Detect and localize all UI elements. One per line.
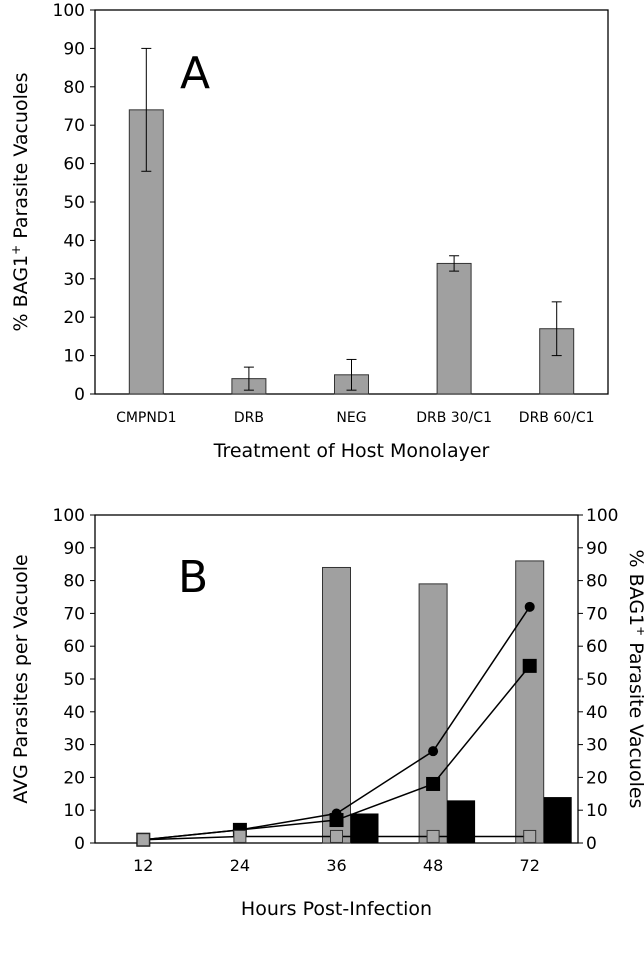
y-tick-label-a: 90: [63, 39, 85, 59]
y-tick-label-right-b: 50: [586, 670, 608, 690]
black-bar-72: [543, 797, 572, 843]
y-tick-label-b: 20: [63, 768, 85, 788]
plot-frame-a: [94, 9, 609, 395]
x-tick-label-a: DRB 30/C1: [416, 410, 492, 426]
marker-square-black: [522, 658, 537, 673]
y-tick-label-a: 100: [53, 1, 85, 21]
y-tick-label-a: 60: [63, 155, 85, 175]
y-tick-label-right-b: 60: [586, 637, 608, 657]
y-tick-label-right-b: 80: [586, 572, 608, 592]
x-axis-label-a: Treatment of Host Monolayer: [213, 440, 490, 462]
gray-bar-36: [322, 566, 351, 844]
marker-square-gray: [523, 829, 537, 843]
marker-square-gray: [136, 833, 150, 847]
marker-square-black: [329, 813, 344, 828]
y-tick-label-right-b: 20: [586, 768, 608, 788]
y-tick-label-b: 100: [53, 506, 85, 526]
y-tick-label-b: 50: [63, 670, 85, 690]
y-tick-label-b: 10: [63, 801, 85, 821]
x-tick-label-a: NEG: [336, 410, 366, 426]
y-tick-label-right-b: 100: [586, 506, 618, 526]
x-tick-label-b: 24: [230, 856, 250, 875]
marker-circle: [428, 746, 439, 757]
y-tick-label-b: 40: [63, 703, 85, 723]
y-tick-label-right-b: 70: [586, 604, 608, 624]
y-axis-label-b: AVG Parasites per Vacuole: [10, 554, 32, 803]
y-tick-label-right-b: 10: [586, 801, 608, 821]
y-tick-label-b: 30: [63, 736, 85, 756]
y-tick-label-right-b: 30: [586, 736, 608, 756]
y-tick-label-a: 50: [63, 193, 85, 213]
panel-label-b: B: [178, 552, 208, 603]
y-tick-label-b: 70: [63, 604, 85, 624]
x-tick-label-a: DRB: [234, 410, 264, 426]
x-tick-label-b: 48: [423, 856, 443, 875]
x-axis-label-b: Hours Post-Infection: [241, 898, 432, 920]
x-tick-label-a: CMPND1: [116, 410, 176, 426]
y-tick-label-a: 80: [63, 78, 85, 98]
y-axis-label-right-b: % BAG1+ Parasite Vacuoles: [625, 550, 644, 809]
y-tick-label-a: 10: [63, 347, 85, 367]
y-tick-label-b: 80: [63, 572, 85, 592]
x-tick-label-b: 36: [326, 856, 346, 875]
x-tick-label-b: 72: [520, 856, 540, 875]
marker-square-gray: [426, 829, 440, 843]
y-tick-label-right-b: 40: [586, 703, 608, 723]
y-tick-label-right-b: 0: [586, 834, 597, 854]
y-tick-label-a: 40: [63, 231, 85, 251]
y-tick-label-a: 70: [63, 116, 85, 136]
y-tick-label-a: 20: [63, 308, 85, 328]
marker-circle: [524, 601, 535, 612]
bar-DRB 30/C1: [436, 262, 472, 395]
marker-square-gray: [233, 829, 247, 843]
panel-label-a: A: [180, 48, 210, 99]
gray-bar-48: [418, 583, 448, 844]
x-tick-label-a: DRB 60/C1: [519, 410, 595, 426]
y-axis-label-a: % BAG1+ Parasite Vacuoles: [9, 73, 32, 332]
y-tick-label-right-b: 90: [586, 539, 608, 559]
marker-square-black: [426, 776, 441, 791]
y-tick-label-b: 0: [74, 834, 85, 854]
black-bar-36: [350, 813, 379, 843]
marker-square-gray: [330, 829, 343, 843]
y-tick-label-a: 30: [63, 270, 85, 290]
y-tick-label-a: 0: [74, 385, 85, 405]
y-tick-label-b: 90: [63, 539, 85, 559]
y-tick-label-b: 60: [63, 637, 85, 657]
x-tick-label-b: 12: [133, 856, 153, 875]
